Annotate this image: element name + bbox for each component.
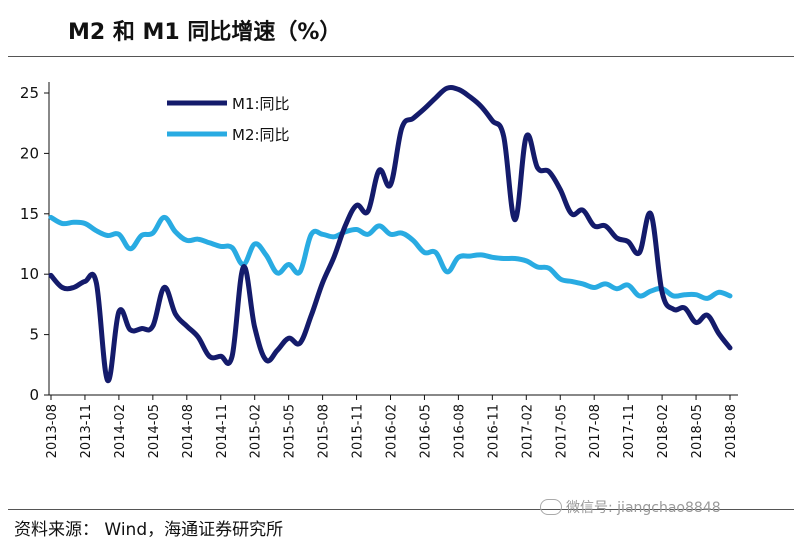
y-tick-label: 5 bbox=[29, 326, 39, 344]
y-tick-label: 25 bbox=[20, 84, 39, 102]
x-tick-label: 2017-08 bbox=[588, 404, 603, 458]
legend-label-m2: M2:同比 bbox=[232, 126, 290, 144]
x-tick-label: 2015-11 bbox=[351, 404, 366, 458]
y-tick-label: 20 bbox=[20, 144, 39, 162]
x-tick-label: 2013-11 bbox=[79, 404, 94, 458]
chart-lines bbox=[48, 84, 733, 384]
source-note: 资料来源： Wind，海通证券研究所 bbox=[14, 520, 284, 540]
x-tick-label: 2015-08 bbox=[317, 404, 332, 458]
footer-divider bbox=[8, 509, 794, 510]
series-line-m2 bbox=[48, 214, 733, 301]
x-tick-label: 2014-11 bbox=[215, 404, 230, 458]
chart-axes: 0 5 10 15 20 25 2013-08 2013-11 2014-02 2014-05 20… bbox=[20, 82, 739, 458]
x-tick-label: 2018-05 bbox=[690, 404, 705, 458]
chart-legend: M1:同比 M2:同比 bbox=[167, 95, 290, 144]
x-tick-label: 2014-08 bbox=[181, 404, 196, 458]
watermark-text: 微信号: jiangchao8848 bbox=[566, 500, 721, 516]
x-tick-label: 2015-02 bbox=[249, 404, 264, 458]
y-tick-label: 10 bbox=[20, 265, 39, 283]
legend-label-m1: M1:同比 bbox=[232, 95, 290, 113]
x-tick-label: 2017-02 bbox=[520, 404, 535, 458]
y-tick-label: 15 bbox=[20, 205, 39, 223]
x-tick-label: 2014-05 bbox=[147, 404, 162, 458]
x-tick-label: 2018-02 bbox=[656, 404, 671, 458]
chart-title: M2 和 M1 同比增速（%） bbox=[68, 20, 342, 45]
series-line-m1 bbox=[48, 84, 733, 384]
x-tick-label: 2014-02 bbox=[113, 404, 128, 458]
x-tick-label: 2016-05 bbox=[418, 404, 433, 458]
x-tick-label: 2017-11 bbox=[622, 404, 637, 458]
x-tick-label: 2016-02 bbox=[385, 404, 400, 458]
wechat-watermark: 微信号: jiangchao8848 bbox=[540, 497, 721, 517]
x-tick-label: 2016-11 bbox=[486, 404, 501, 458]
wechat-icon bbox=[540, 499, 562, 515]
x-tick-label: 2017-05 bbox=[554, 404, 569, 458]
x-tick-label: 2015-05 bbox=[283, 404, 298, 458]
x-tick-label: 2016-08 bbox=[452, 404, 467, 458]
x-tick-label: 2018-08 bbox=[724, 404, 739, 458]
title-divider bbox=[8, 56, 794, 57]
x-tick-label: 2013-08 bbox=[45, 404, 60, 458]
y-tick-label: 0 bbox=[29, 386, 39, 404]
